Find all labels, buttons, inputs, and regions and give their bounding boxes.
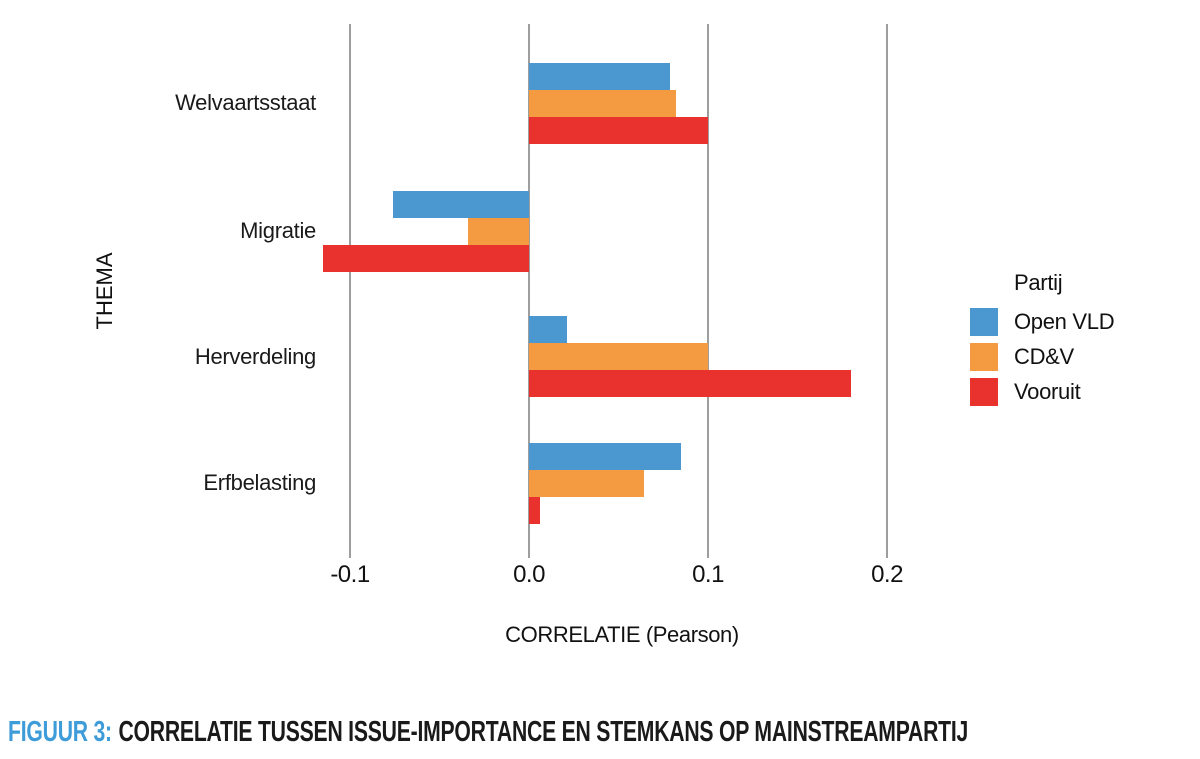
y-axis-title: THEMA: [92, 252, 117, 330]
x-tick-label: -0.1: [330, 561, 370, 588]
legend-label: CD&V: [1014, 344, 1074, 369]
gridline--0.1: [349, 24, 351, 558]
legend-swatch-open-vld: [970, 308, 998, 336]
bar-cd-v-erfbelasting: [529, 469, 644, 497]
bar-open-vld-herverdeling: [529, 316, 567, 343]
x-tick-label: 0.0: [513, 561, 545, 588]
legend-label: Vooruit: [1014, 379, 1081, 404]
legend-title: Partij: [1014, 270, 1063, 295]
bar-cd-v-migratie: [468, 217, 529, 245]
x-axis-title: CORRELATIE (Pearson): [505, 622, 739, 647]
caption-text: CORRELATIE TUSSEN ISSUE-IMPORTANCE EN ST…: [118, 716, 969, 748]
bar-vooruit-herverdeling: [529, 370, 852, 397]
legend-swatch-vooruit: [970, 378, 998, 406]
x-tick-label: 0.2: [871, 561, 903, 588]
bar-vooruit-welvaartsstaat: [529, 116, 708, 144]
bar-cd-v-welvaartsstaat: [529, 89, 676, 117]
gridline-0.0: [528, 24, 530, 558]
category-label-erfbelasting: Erfbelasting: [203, 470, 316, 495]
x-tick-label: 0.1: [692, 561, 724, 588]
legend-swatch-cd-v: [970, 343, 998, 371]
bar-open-vld-erfbelasting: [529, 442, 682, 470]
gridline-0.1: [707, 24, 709, 558]
bar-cd-v-herverdeling: [529, 343, 708, 370]
bar-vooruit-erfbelasting: [529, 496, 540, 524]
bar-vooruit-migratie: [323, 244, 529, 272]
caption-prefix: FIGUUR 3:: [8, 716, 112, 748]
figure-caption: FIGUUR 3: CORRELATIE TUSSEN ISSUE-IMPORTA…: [8, 716, 968, 749]
category-label-migratie: Migratie: [240, 218, 316, 243]
category-label-herverdeling: Herverdeling: [194, 343, 316, 369]
category-label-welvaartsstaat: Welvaartsstaat: [175, 90, 316, 115]
bar-open-vld-welvaartsstaat: [529, 62, 671, 90]
gridline-0.2: [886, 24, 888, 558]
bar-open-vld-migratie: [392, 190, 529, 218]
legend-label: Open VLD: [1014, 309, 1115, 334]
